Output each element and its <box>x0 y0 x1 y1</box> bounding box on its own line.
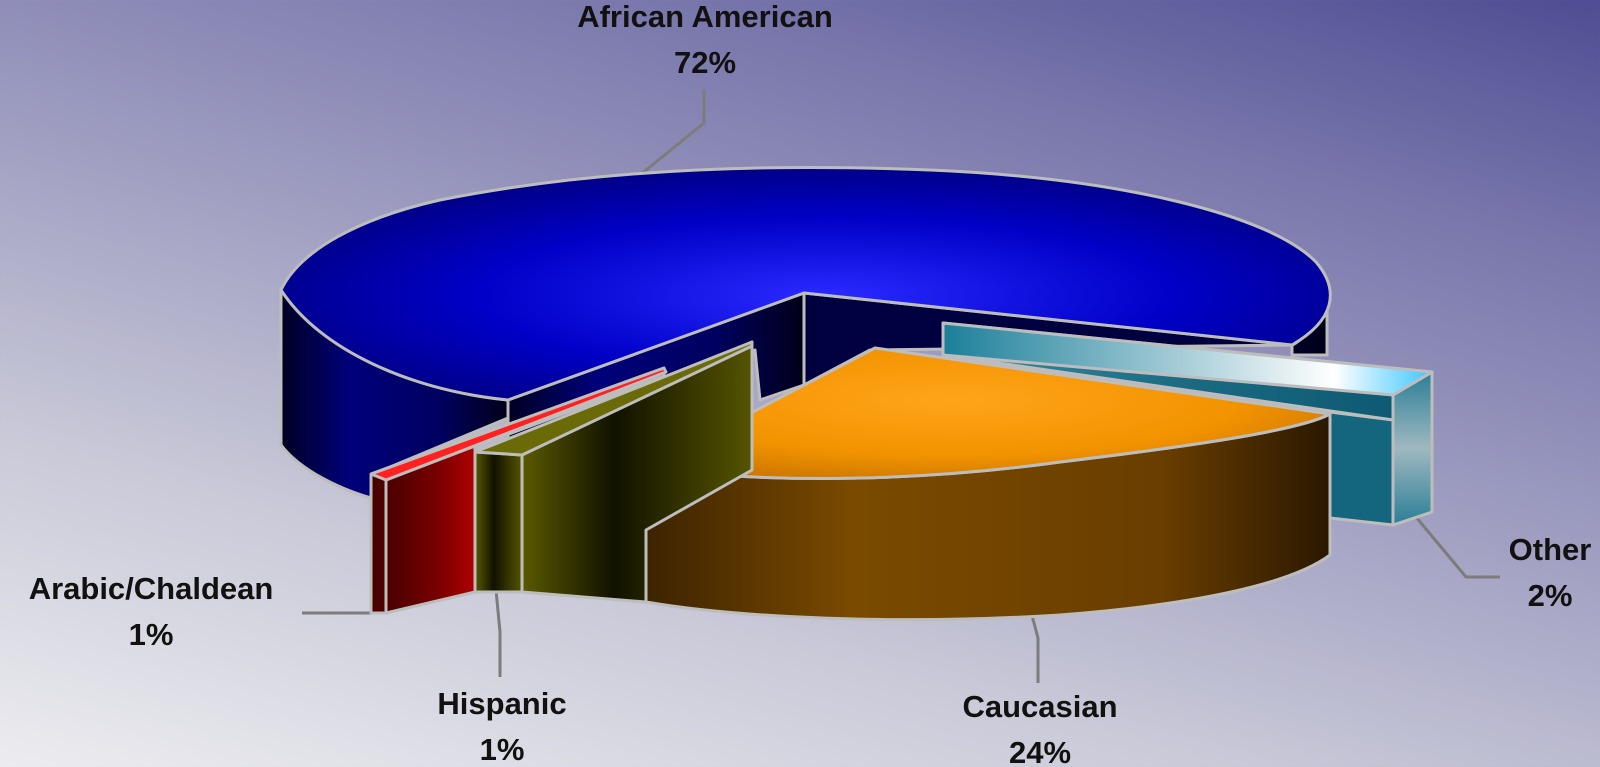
percent-label: 2% <box>1527 578 1573 613</box>
category-label: Arabic/Chaldean <box>28 571 274 606</box>
label-arabic-chaldean: Arabic/Chaldean 1% <box>29 566 274 658</box>
leader-line-african-american <box>639 90 706 177</box>
label-caucasian: Caucasian 24% <box>962 684 1117 767</box>
slice-caucasian <box>644 346 1332 622</box>
percent-label: 1% <box>479 732 525 767</box>
label-hispanic: Hispanic 1% <box>437 681 566 767</box>
percent-label: 1% <box>128 617 174 652</box>
slice-other <box>941 321 1434 527</box>
leader-line-caucasian <box>1028 607 1040 683</box>
category-label: African American <box>577 0 833 34</box>
label-african-american: African American 72% <box>577 0 833 86</box>
slice-hispanic <box>473 340 754 604</box>
percent-label: 72% <box>673 45 737 80</box>
percent-label: 24% <box>1008 735 1072 767</box>
category-label: Hispanic <box>437 686 567 721</box>
leader-line-hispanic <box>494 589 502 677</box>
slice-arabic-chaldean <box>369 366 668 615</box>
label-other: Other 2% <box>1509 527 1592 619</box>
category-label: Caucasian <box>962 689 1118 724</box>
category-label: Other <box>1508 532 1592 567</box>
leader-line-other <box>1414 516 1500 579</box>
